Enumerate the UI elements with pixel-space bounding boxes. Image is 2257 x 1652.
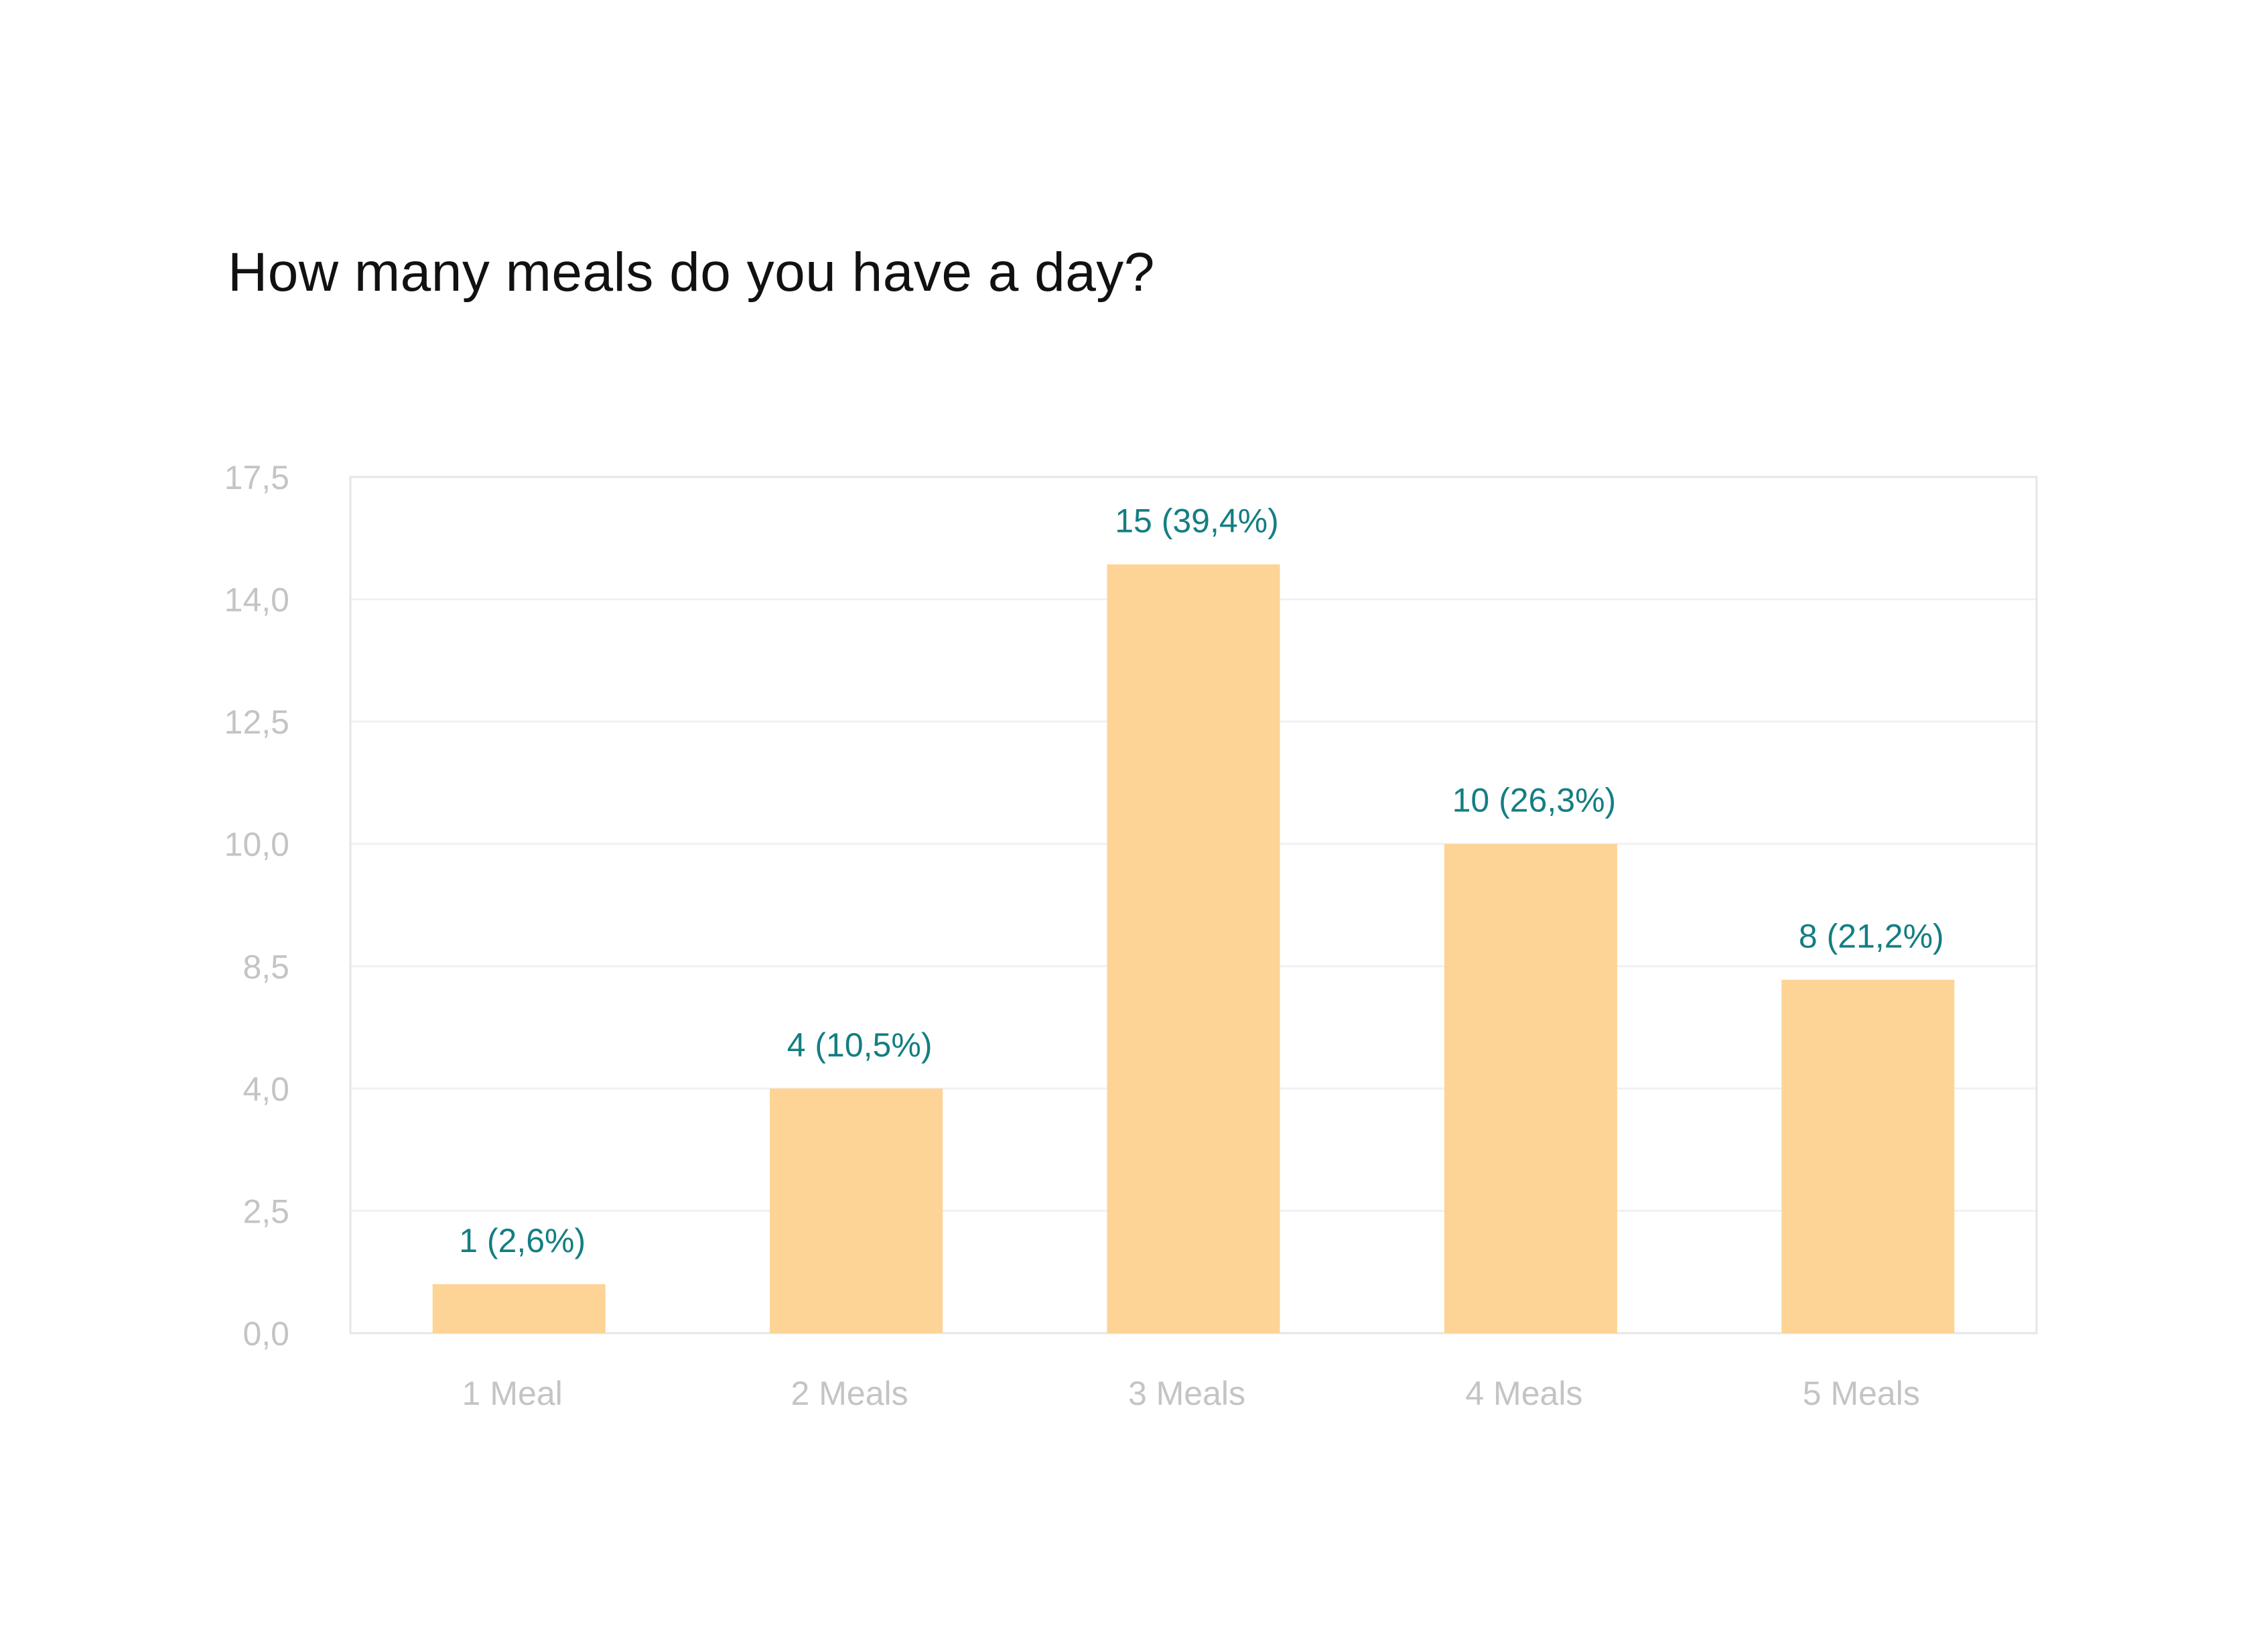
x-axis-ticks: 1 Meal 2 Meals 3 Meals 4 Meals 5 Meals <box>462 1375 1920 1412</box>
x-tick-label: 2 Meals <box>791 1375 908 1412</box>
y-tick-label: 8,5 <box>243 948 289 985</box>
data-label-3: 15 (39,4%) <box>1115 502 1279 539</box>
x-tick-label: 3 Meals <box>1128 1375 1245 1412</box>
y-tick-label: 14,0 <box>224 581 289 619</box>
y-tick-label: 0,0 <box>243 1315 289 1353</box>
y-axis-ticks: 0,0 2,5 4,0 8,5 10,0 12,5 14,0 17,5 <box>224 459 289 1353</box>
bar-3 <box>1107 564 1280 1333</box>
bar-1 <box>432 1284 606 1333</box>
x-tick-label: 5 Meals <box>1803 1375 1920 1412</box>
y-tick-label: 10,0 <box>224 826 289 864</box>
data-label-2: 4 (10,5%) <box>787 1026 933 1064</box>
y-tick-label: 4,0 <box>243 1071 289 1108</box>
data-labels: 1 (2,6%) 4 (10,5%) 15 (39,4%) 10 (26,3%) 8 (… <box>459 502 1943 1259</box>
data-label-5: 8 (21,2%) <box>1799 918 1944 955</box>
bar-4 <box>1444 843 1617 1333</box>
bar-2 <box>770 1088 943 1333</box>
y-tick-label: 17,5 <box>224 459 289 496</box>
x-tick-label: 4 Meals <box>1465 1375 1582 1412</box>
y-tick-label: 12,5 <box>224 703 289 741</box>
bar-5 <box>1781 979 1955 1333</box>
x-tick-label: 1 Meal <box>462 1375 563 1412</box>
data-label-4: 10 (26,3%) <box>1452 782 1617 819</box>
data-label-1: 1 (2,6%) <box>459 1222 586 1259</box>
bars <box>432 564 1955 1333</box>
chart-title: How many meals do you have a day? <box>228 242 1155 303</box>
y-tick-label: 2,5 <box>243 1192 289 1230</box>
